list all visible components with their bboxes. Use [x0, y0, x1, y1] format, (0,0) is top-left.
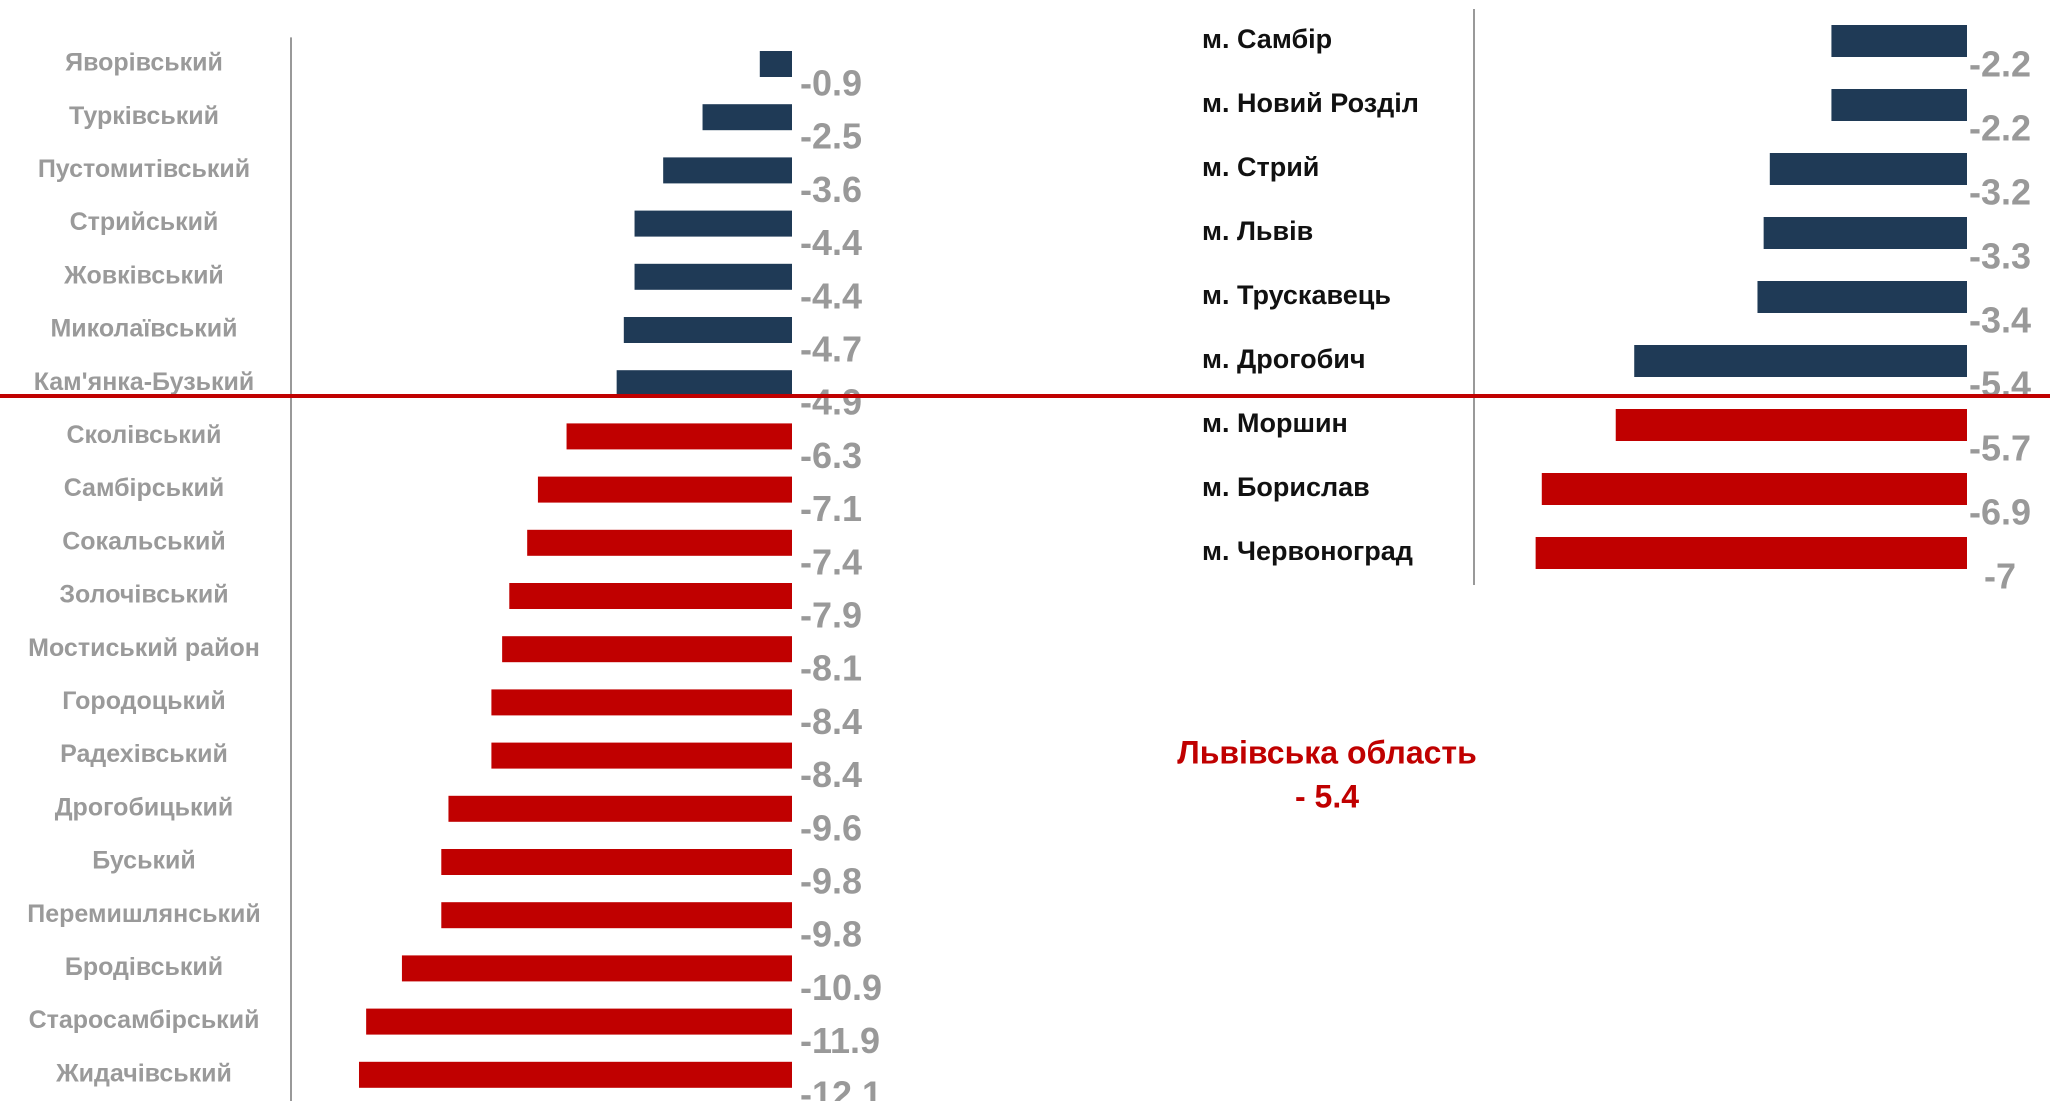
bar	[616, 370, 792, 397]
bar	[1831, 89, 1967, 121]
bar	[401, 955, 792, 982]
value-label: -11.9	[800, 1020, 880, 1061]
value-label: -2.5	[800, 116, 862, 157]
y-tick-label: м. Моршин	[1202, 408, 1348, 438]
bar	[441, 902, 792, 929]
value-label: -3.3	[1969, 236, 2031, 277]
bar	[358, 1061, 792, 1088]
y-tick-label: Перемишлянський	[27, 900, 261, 928]
bar	[366, 1008, 792, 1035]
y-tick-label: м. Борислав	[1202, 472, 1370, 502]
value-label: -6.3	[800, 435, 862, 476]
value-label: -7.4	[800, 541, 862, 582]
bar	[537, 476, 792, 503]
value-label: -7.1	[800, 488, 862, 529]
bar	[623, 317, 792, 343]
bar	[759, 51, 792, 77]
y-tick-label: Кам'янка-Бузький	[34, 368, 255, 396]
y-tick-label: м. Стрий	[1202, 152, 1319, 182]
bar	[663, 157, 792, 184]
bar	[702, 104, 792, 131]
bar	[441, 849, 792, 875]
y-tick-label: Яворівський	[65, 49, 223, 77]
bar	[1831, 25, 1967, 57]
value-label: -4.4	[800, 222, 862, 263]
value-label: -9.8	[800, 861, 862, 902]
bar	[634, 210, 792, 237]
bar	[527, 529, 792, 556]
bar	[1757, 281, 1967, 313]
y-tick-label: Дрогобицький	[55, 793, 234, 821]
y-tick-label: Городоцький	[62, 687, 226, 715]
value-label: -2.2	[1969, 44, 2031, 85]
y-tick-label: Буський	[92, 847, 195, 875]
value-label: -9.8	[800, 914, 862, 955]
value-label: -3.2	[1969, 172, 2031, 213]
y-tick-label: Сколівський	[67, 421, 222, 449]
y-tick-label: Старосамбірський	[29, 1006, 260, 1034]
bar	[1615, 409, 1967, 441]
reference-value: - 5.4	[1295, 778, 1359, 814]
bar	[491, 689, 792, 716]
value-label: -8.4	[800, 701, 862, 742]
bar	[566, 423, 792, 450]
y-tick-label: Миколаївський	[50, 315, 237, 343]
y-tick-label: Сокальський	[62, 527, 226, 555]
bar	[1769, 153, 1967, 185]
y-tick-label: Бродівський	[65, 953, 223, 981]
value-label: -4.4	[800, 275, 862, 316]
value-label: -7	[1984, 556, 2016, 597]
bar	[1634, 345, 1967, 377]
y-tick-label: м. Червоноград	[1202, 536, 1413, 566]
value-label: -4.9	[800, 382, 862, 423]
bar	[1541, 473, 1967, 505]
value-label: -3.4	[1969, 300, 2031, 341]
bar	[502, 636, 792, 663]
value-label: -3.6	[800, 169, 862, 210]
y-tick-label: Золочівський	[59, 581, 228, 609]
y-tick-label: Жидачівський	[55, 1059, 232, 1087]
value-label: -4.7	[800, 329, 862, 370]
value-label: -6.9	[1969, 492, 2031, 533]
bar	[491, 742, 792, 769]
value-label: -5.7	[1969, 428, 2031, 469]
value-label: -2.2	[1969, 108, 2031, 149]
value-label: -7.9	[800, 595, 862, 636]
bar	[509, 583, 792, 609]
y-tick-label: Радехівський	[60, 740, 228, 768]
bar	[448, 795, 792, 822]
y-tick-label: м. Дрогобич	[1202, 344, 1366, 374]
bar	[1763, 217, 1967, 249]
value-label: -0.9	[800, 63, 862, 104]
y-tick-label: Мостиський район	[28, 634, 260, 662]
value-label: -5.4	[1969, 364, 2031, 405]
y-tick-label: м. Трускавець	[1202, 280, 1391, 310]
value-label: -10.9	[800, 967, 882, 1008]
y-tick-label: Турківський	[69, 102, 219, 130]
value-label: -8.4	[800, 754, 862, 795]
y-tick-label: Стрийський	[70, 208, 219, 236]
y-tick-label: м. Новий Розділ	[1202, 88, 1419, 118]
y-tick-label: м. Самбір	[1202, 24, 1332, 54]
value-label: -12.1	[800, 1073, 882, 1101]
value-label: -9.6	[800, 807, 862, 848]
y-tick-label: Самбірський	[64, 474, 225, 502]
bar	[634, 263, 792, 290]
y-tick-label: м. Львів	[1202, 216, 1313, 246]
y-tick-label: Пустомитівський	[38, 155, 250, 183]
y-tick-label: Жовківський	[63, 261, 224, 289]
bar	[1535, 537, 1967, 569]
reference-label: Львівська область	[1177, 734, 1477, 770]
value-label: -8.1	[800, 648, 862, 689]
